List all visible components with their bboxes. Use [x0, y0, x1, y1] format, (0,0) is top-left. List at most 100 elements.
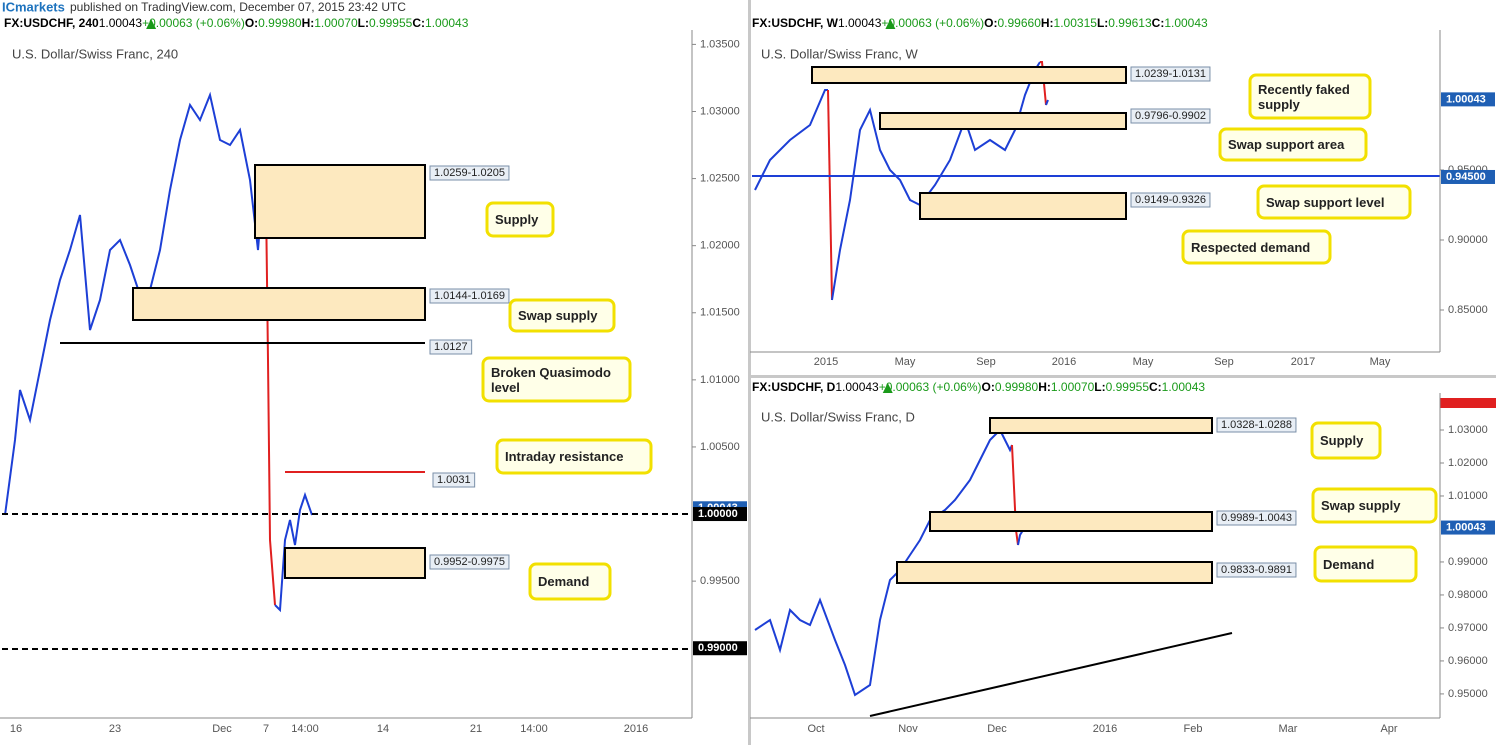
x-tick-label: Feb: [1184, 723, 1203, 735]
ohlc-label: C:: [412, 16, 425, 30]
up-arrow-icon: [146, 19, 157, 29]
x-tick-label: May: [895, 356, 916, 368]
x-tick-label: Mar: [1279, 723, 1298, 735]
x-tick-label: 21: [470, 723, 482, 735]
symbol-line: FX:USDCHF, 2401.00043+0.00063 (+0.06%)O:…: [4, 16, 469, 30]
price-tag: [1441, 169, 1495, 184]
ohlc-value: 1.00070: [1051, 380, 1095, 394]
callout-body: Recently faked supply: [1258, 81, 1350, 112]
y-tick-label: 1.01000: [700, 374, 740, 386]
ohlc-value: 0.99613: [1108, 16, 1152, 30]
zone-label: 1.0328-1.0288: [1221, 419, 1292, 431]
zone: [896, 561, 1213, 584]
zone-label-box: [429, 288, 510, 304]
ohlc-value: 0.99955: [1106, 380, 1150, 394]
zone-label: 1.0031: [437, 474, 471, 486]
price-tag-label: 1.00043: [1446, 93, 1486, 105]
y-tick-label: 0.99500: [700, 575, 740, 587]
callout: [1248, 73, 1372, 120]
zone-label: 0.9796-0.9902: [1135, 110, 1206, 122]
ohlc-label: C:: [1152, 16, 1165, 30]
x-tick-label: 2016: [1093, 723, 1117, 735]
symbol-line: FX:USDCHF, W1.00043+0.00063 (+0.06%)O:0.…: [752, 16, 1208, 30]
ohlc-label: O:: [984, 16, 997, 30]
chart-title: U.S. Dollar/Swiss Franc, D: [761, 409, 915, 424]
last-price: 1.00043: [99, 16, 143, 30]
symbol-line: FX:USDCHF, D1.00043+0.00063 (+0.06%)O:0.…: [752, 380, 1205, 394]
ohlc-value: 1.00043: [1162, 380, 1206, 394]
zone-label: 0.9952-0.9975: [434, 556, 505, 568]
zone: [989, 417, 1213, 434]
zone: [132, 287, 426, 321]
callout: [1181, 229, 1332, 265]
ohlc-label: H:: [302, 16, 315, 30]
callout: [481, 356, 632, 403]
ohlc-label: L:: [1097, 16, 1108, 30]
y-tick-label: 1.03000: [700, 105, 740, 117]
symbol: FX:USDCHF, D: [752, 380, 836, 394]
symbol: FX:USDCHF, W: [752, 16, 839, 30]
x-tick-label: Dec: [987, 723, 1007, 735]
zone: [919, 192, 1127, 220]
zone: [811, 66, 1127, 84]
x-tick-label: 23: [109, 723, 121, 735]
x-tick-label: 2016: [624, 723, 648, 735]
zone: [879, 112, 1127, 130]
change: +0.00063 (+0.06%): [142, 16, 245, 30]
callout: [485, 201, 555, 238]
callout: [528, 562, 612, 601]
zone-label: 0.9149-0.9326: [1135, 194, 1206, 206]
y-tick-label: 0.99000: [1448, 556, 1488, 568]
callout-body: Intraday resistance: [505, 449, 624, 464]
callout-text: Swap support level: [1266, 194, 1385, 210]
price-tag: [693, 641, 747, 656]
ohlc-label: H:: [1041, 16, 1054, 30]
chart-title: U.S. Dollar/Swiss Franc, W: [761, 46, 918, 61]
y-tick-label: 0.98000: [1448, 589, 1488, 601]
callout-body: Demand: [538, 574, 589, 589]
callout-text: Supply: [1320, 433, 1364, 448]
callout: [1256, 184, 1412, 220]
y-tick-label: 1.01000: [1448, 490, 1488, 502]
callout-text: Supply: [495, 212, 539, 227]
x-tick-label: 2015: [814, 356, 838, 368]
x-tick-label: Dec: [212, 723, 232, 735]
x-tick-label: Nov: [898, 723, 918, 735]
zone-label: 1.0144-1.0169: [434, 290, 505, 302]
callout-body: Broken Quasimodo level: [491, 364, 611, 395]
price-tag-label: 1.00000: [698, 508, 738, 520]
ohlc-label: C:: [1149, 380, 1162, 394]
callout-text: Broken Quasimodo level: [491, 364, 611, 395]
change: +0.00063 (+0.06%): [881, 16, 984, 30]
x-tick-label: 16: [10, 723, 22, 735]
zone-label-box: [429, 165, 510, 181]
y-tick-label: 1.01500: [700, 307, 740, 319]
callout-body: Demand: [1323, 557, 1374, 572]
up-arrow-icon: [882, 383, 893, 393]
y-tick-label: 0.96000: [1448, 655, 1488, 667]
x-tick-label: 14:00: [291, 723, 319, 735]
last-price: 1.00043: [835, 380, 879, 394]
symbol: FX:USDCHF, 240: [4, 16, 99, 30]
ohlc-label: L:: [358, 16, 369, 30]
ohlc-value: 0.99660: [997, 16, 1041, 30]
ohlc-label: H:: [1038, 380, 1051, 394]
ohlc-value: 0.99955: [369, 16, 413, 30]
change: +0.00063 (+0.06%): [879, 380, 982, 394]
y-tick-label: 1.02000: [1448, 457, 1488, 469]
ohlc-label: O:: [981, 380, 994, 394]
price-tag-label: 0.94500: [1446, 171, 1486, 183]
trend-line: [869, 632, 1233, 717]
zone-label-box: [1130, 108, 1211, 124]
brand[interactable]: ICmarkets: [2, 0, 65, 14]
zone-label: 0.9833-0.9891: [1221, 564, 1292, 576]
callout-body: Supply: [495, 212, 539, 227]
price-tag: [1440, 398, 1496, 408]
zone: [929, 511, 1213, 532]
callout-text: Recently faked supply: [1258, 81, 1350, 112]
y-tick-label: 0.85000: [1448, 304, 1488, 316]
callout-body: Respected demand: [1191, 240, 1310, 255]
x-tick-label: Sep: [976, 356, 996, 368]
ohlc-value: 1.00070: [314, 16, 358, 30]
y-tick-label: 1.03500: [700, 38, 740, 50]
